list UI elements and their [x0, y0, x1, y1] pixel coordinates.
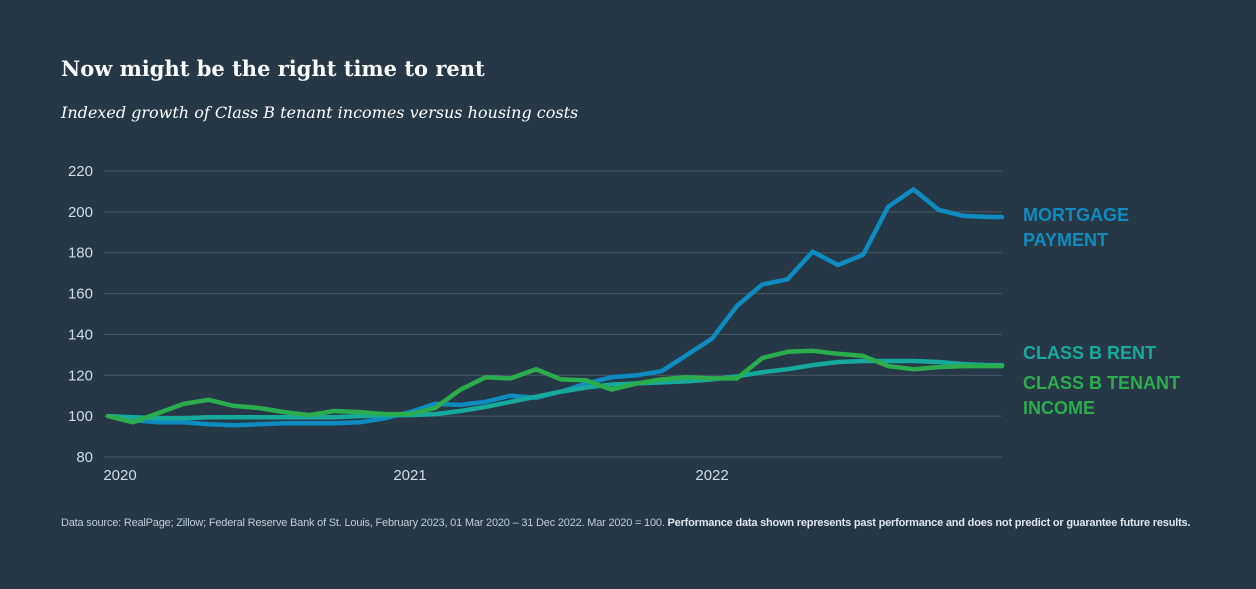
data-source-text: Data source: RealPage; Zillow; Federal R…	[61, 517, 665, 529]
chart-title: Now might be the right time to rent	[61, 56, 485, 81]
y-tick-label: 80	[76, 449, 93, 466]
series-label-class-b-tenant-income: CLASS B TENANT INCOME	[1023, 373, 1180, 418]
series-line-mortgage-payment	[105, 187, 1005, 428]
series-label-mortgage-payment: MORTGAGE PAYMENT	[1023, 205, 1129, 250]
series-line-class-b-tenant-income	[105, 348, 1005, 425]
series-lines	[105, 187, 1005, 428]
series-labels: MORTGAGE PAYMENT CLASS B RENT CLASS B TENAN…	[1023, 205, 1180, 418]
y-tick-label: 100	[68, 408, 93, 425]
series-label-class-b-rent: CLASS B RENT	[1023, 343, 1156, 363]
series-line-class-b-rent	[105, 358, 1005, 421]
y-tick-label: 180	[68, 245, 93, 262]
y-tick-label: 200	[68, 204, 93, 221]
gridlines	[104, 170, 1002, 458]
y-tick-label: 120	[68, 367, 93, 384]
x-tick-label: 2021	[393, 467, 426, 484]
y-tick-label: 220	[68, 163, 93, 180]
performance-disclaimer: Performance data shown represents past p…	[667, 517, 1191, 529]
x-tick-label: 2020	[103, 467, 136, 484]
x-tick-label: 2022	[695, 467, 728, 484]
x-axis-ticks: 2020 2021 2022	[103, 467, 728, 484]
line-chart: 80 100 120 140 160 180 200 220 2020 2021 2022 MOR…	[68, 163, 1180, 484]
y-axis-ticks: 80 100 120 140 160 180 200 220	[68, 163, 93, 466]
y-tick-label: 140	[68, 326, 93, 343]
chart-subtitle: Indexed growth of Class B tenant incomes…	[61, 103, 579, 122]
y-tick-label: 160	[68, 286, 93, 303]
footer-note: Data source: RealPage; Zillow; Federal R…	[61, 517, 1191, 529]
